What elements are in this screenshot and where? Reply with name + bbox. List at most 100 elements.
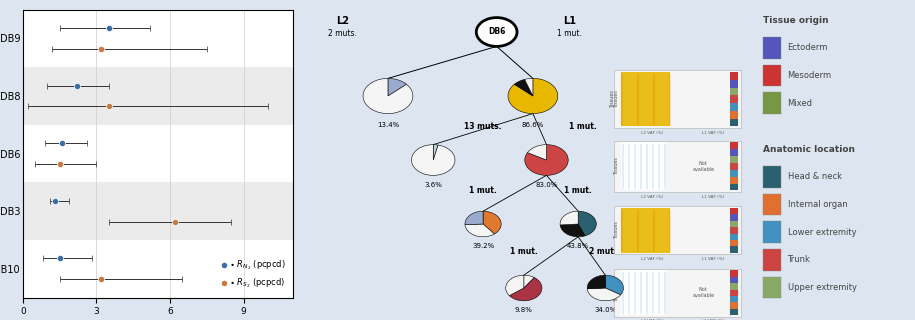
Bar	[730, 88, 738, 95]
Bar	[730, 170, 738, 177]
Text: Ectoderm: Ectoderm	[788, 44, 828, 52]
Bar	[730, 270, 738, 277]
Wedge shape	[560, 224, 585, 237]
Bar	[621, 270, 666, 315]
Text: Internal organ: Internal organ	[788, 200, 847, 209]
Text: 1 mut.: 1 mut.	[510, 247, 538, 256]
Bar	[730, 95, 738, 103]
Bar	[23, 67, 293, 125]
Bar	[763, 249, 781, 271]
Wedge shape	[578, 211, 597, 236]
Text: Tissue origin: Tissue origin	[763, 16, 828, 25]
Wedge shape	[524, 275, 534, 288]
Text: Not
available: Not available	[693, 287, 715, 298]
Bar	[763, 166, 781, 188]
Text: 86.6%: 86.6%	[522, 122, 544, 128]
Text: L2 VAF (%): L2 VAF (%)	[641, 131, 663, 134]
Text: 2 muts.: 2 muts.	[589, 247, 621, 256]
Text: Anatomic location: Anatomic location	[763, 145, 855, 154]
Bar	[730, 283, 738, 290]
Bar	[730, 80, 738, 88]
Bar	[730, 163, 738, 170]
Text: 1 mut.: 1 mut.	[469, 186, 497, 195]
Bar	[763, 92, 781, 114]
Text: 9.8%: 9.8%	[515, 307, 533, 313]
Bar	[730, 234, 738, 240]
Bar	[730, 156, 738, 163]
Text: L1: L1	[563, 16, 576, 26]
Text: Tissues: Tissues	[609, 90, 615, 108]
Bar	[730, 246, 738, 253]
Bar	[730, 149, 738, 156]
Text: Lower extremity: Lower extremity	[788, 228, 856, 237]
Wedge shape	[527, 145, 546, 160]
Bar	[23, 182, 293, 240]
Wedge shape	[465, 224, 494, 237]
Text: Tissues: Tissues	[614, 90, 619, 108]
Bar	[621, 72, 670, 126]
Wedge shape	[560, 211, 578, 225]
Text: L2 VAF (%): L2 VAF (%)	[641, 319, 663, 320]
Bar	[23, 125, 293, 182]
Wedge shape	[514, 79, 533, 96]
Wedge shape	[388, 78, 406, 96]
Circle shape	[477, 18, 517, 46]
Wedge shape	[363, 78, 413, 114]
Wedge shape	[434, 145, 438, 160]
Text: Trunk: Trunk	[788, 255, 811, 264]
Bar	[621, 208, 670, 253]
Bar	[730, 309, 738, 315]
Text: L2 VAF (%): L2 VAF (%)	[641, 257, 663, 261]
Bar	[730, 227, 738, 234]
Bar	[730, 302, 738, 309]
Bar	[621, 142, 666, 190]
Bar	[763, 65, 781, 86]
Text: 34.0%: 34.0%	[594, 307, 617, 313]
Bar	[23, 240, 293, 298]
Text: 1 mut.: 1 mut.	[569, 122, 597, 131]
Text: Mixed: Mixed	[788, 99, 813, 108]
Bar	[615, 70, 741, 128]
Text: 3.6%: 3.6%	[425, 182, 442, 188]
Text: Tissues: Tissues	[614, 284, 619, 302]
Bar	[730, 184, 738, 190]
Text: 1 mut.: 1 mut.	[565, 186, 592, 195]
Bar	[730, 103, 738, 111]
Bar	[615, 269, 741, 317]
Bar	[23, 10, 293, 67]
Text: 13 muts.: 13 muts.	[464, 122, 501, 131]
Text: L2 VAF (%): L2 VAF (%)	[641, 195, 663, 198]
Wedge shape	[412, 145, 455, 175]
Text: 83.0%: 83.0%	[535, 182, 557, 188]
Bar	[730, 142, 738, 149]
Text: L1 VAF (%): L1 VAF (%)	[702, 131, 725, 134]
Text: L2: L2	[336, 16, 350, 26]
Bar	[763, 194, 781, 215]
Bar	[730, 221, 738, 227]
Wedge shape	[483, 211, 501, 234]
Bar	[730, 119, 738, 126]
Bar	[730, 72, 738, 80]
Bar	[730, 290, 738, 296]
Text: Not
available: Not available	[693, 161, 715, 172]
Bar	[615, 206, 741, 254]
Wedge shape	[524, 145, 568, 175]
Wedge shape	[606, 275, 623, 295]
Bar	[730, 177, 738, 184]
Bar	[763, 277, 781, 298]
Bar	[763, 221, 781, 243]
Wedge shape	[510, 277, 542, 301]
Text: 2 muts.: 2 muts.	[328, 29, 357, 38]
Bar	[763, 37, 781, 59]
Text: L1 VAF (%): L1 VAF (%)	[702, 319, 725, 320]
Bar	[615, 141, 741, 192]
Wedge shape	[587, 275, 606, 289]
Text: L1 VAF (%): L1 VAF (%)	[702, 195, 725, 198]
Text: 1 mut.: 1 mut.	[556, 29, 582, 38]
Text: Upper extremity: Upper extremity	[788, 283, 856, 292]
Text: 13.4%: 13.4%	[377, 122, 399, 128]
Text: Tissues: Tissues	[614, 157, 619, 175]
Text: Mesoderm: Mesoderm	[788, 71, 832, 80]
Text: 39.2%: 39.2%	[472, 243, 494, 249]
Wedge shape	[508, 78, 558, 114]
